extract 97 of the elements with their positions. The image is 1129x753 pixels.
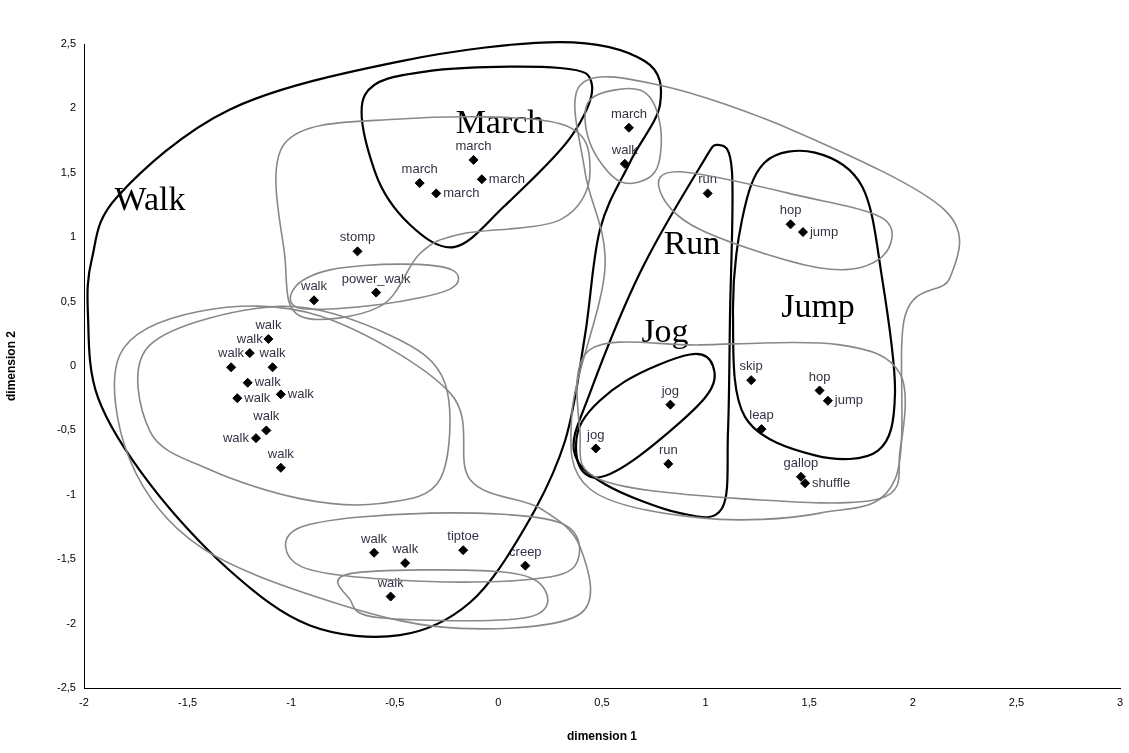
annotation: walk: [299, 278, 328, 294]
point: [458, 545, 469, 556]
y-tick-label: -1: [66, 487, 76, 500]
y-tick-label: 0: [69, 359, 76, 372]
point: [267, 362, 278, 373]
annotation: walk: [258, 345, 287, 361]
annotation: jog: [586, 426, 605, 442]
point: [663, 458, 674, 469]
annotation: leap: [749, 407, 774, 423]
annotation: walk: [376, 574, 405, 590]
point: [590, 443, 601, 454]
annotation: march: [610, 105, 647, 121]
annotation: gallop: [783, 454, 819, 470]
point: [822, 395, 833, 406]
point: [385, 591, 396, 602]
point: [623, 122, 634, 133]
annotation: hop: [808, 368, 831, 384]
x-tick-label: 0: [495, 695, 502, 708]
annotation: walk: [217, 345, 245, 361]
annotation: walk: [266, 445, 295, 461]
point: [785, 219, 796, 230]
annotation: skip: [739, 358, 763, 374]
annotation: march: [443, 184, 480, 200]
point: [431, 188, 442, 199]
point: [476, 174, 487, 185]
x-tick-label: 3: [1116, 695, 1124, 708]
annotation: tiptoe: [447, 528, 480, 544]
annotation: walk: [243, 389, 271, 405]
y-tick-label: 2: [69, 101, 76, 114]
x-tick-label: 0,5: [594, 695, 610, 708]
annotation: march: [401, 161, 438, 177]
x-axis-title: dimension 1: [566, 729, 638, 744]
y-tick-label: -0,5: [57, 423, 76, 436]
point: [746, 375, 757, 386]
y-tick-label: -2: [66, 616, 76, 629]
point: [250, 433, 261, 444]
annotation: March: [455, 102, 545, 140]
y-tick-label: 2,5: [60, 37, 76, 50]
point: [242, 377, 253, 388]
point: [369, 547, 380, 558]
y-axis-title: dimension 2: [3, 330, 18, 402]
x-tick-label: -1,5: [178, 695, 198, 708]
point: [414, 178, 425, 189]
point: [756, 424, 767, 435]
point: [814, 385, 825, 396]
point: [702, 188, 713, 199]
x-tick-label: 1: [702, 695, 709, 708]
x-tick-label: 1,5: [801, 695, 817, 708]
y-tick-label: -1,5: [57, 552, 76, 565]
annotation: run: [658, 441, 678, 457]
x-tick-label: 2: [909, 695, 916, 708]
point: [520, 560, 531, 571]
point: [468, 154, 479, 165]
annotation: hop: [779, 202, 802, 218]
y-tick-label: 1: [69, 230, 76, 243]
annotation: walk: [221, 429, 250, 445]
annotation: march: [455, 138, 492, 153]
annotation: jog: [660, 382, 680, 398]
point: [263, 333, 274, 344]
annotation: walk: [253, 374, 282, 390]
x-tick-label: -2: [79, 695, 89, 708]
y-tick-label: 0,5: [60, 294, 76, 307]
y-tick-label: -2,5: [57, 681, 76, 694]
point: [308, 295, 319, 306]
annotation: jump: [833, 392, 864, 408]
point: [244, 348, 255, 359]
x-tick-label: -0,5: [385, 695, 405, 708]
annotation: walk: [286, 385, 315, 401]
point: [797, 227, 808, 238]
annotation: Jog: [641, 312, 689, 350]
point: [795, 471, 806, 482]
point: [275, 389, 286, 400]
annotation: jump: [808, 223, 839, 239]
point: [275, 462, 286, 473]
annotation: Walk: [114, 179, 186, 217]
point: [232, 393, 243, 404]
point: [371, 287, 382, 298]
point: [619, 158, 630, 169]
annotation: march: [488, 170, 525, 186]
annotation: Jump: [781, 287, 855, 325]
annotation: Run: [663, 223, 721, 261]
annotation: walk: [391, 541, 419, 557]
x-tick-label: 2,5: [1008, 695, 1025, 708]
point: [226, 362, 237, 373]
x-tick-label: -1: [286, 695, 297, 708]
annotation: shuffle: [812, 474, 851, 490]
point: [352, 246, 363, 257]
point: [400, 558, 411, 569]
annotation: stomp: [339, 229, 376, 245]
annotation: walk: [235, 331, 264, 347]
point: [665, 399, 676, 410]
y-tick-label: 1,5: [60, 165, 76, 178]
point: [800, 478, 811, 489]
annotation: walk: [360, 530, 388, 546]
annotation: walk: [254, 317, 282, 333]
annotation: walk: [252, 408, 280, 424]
point: [261, 425, 272, 436]
